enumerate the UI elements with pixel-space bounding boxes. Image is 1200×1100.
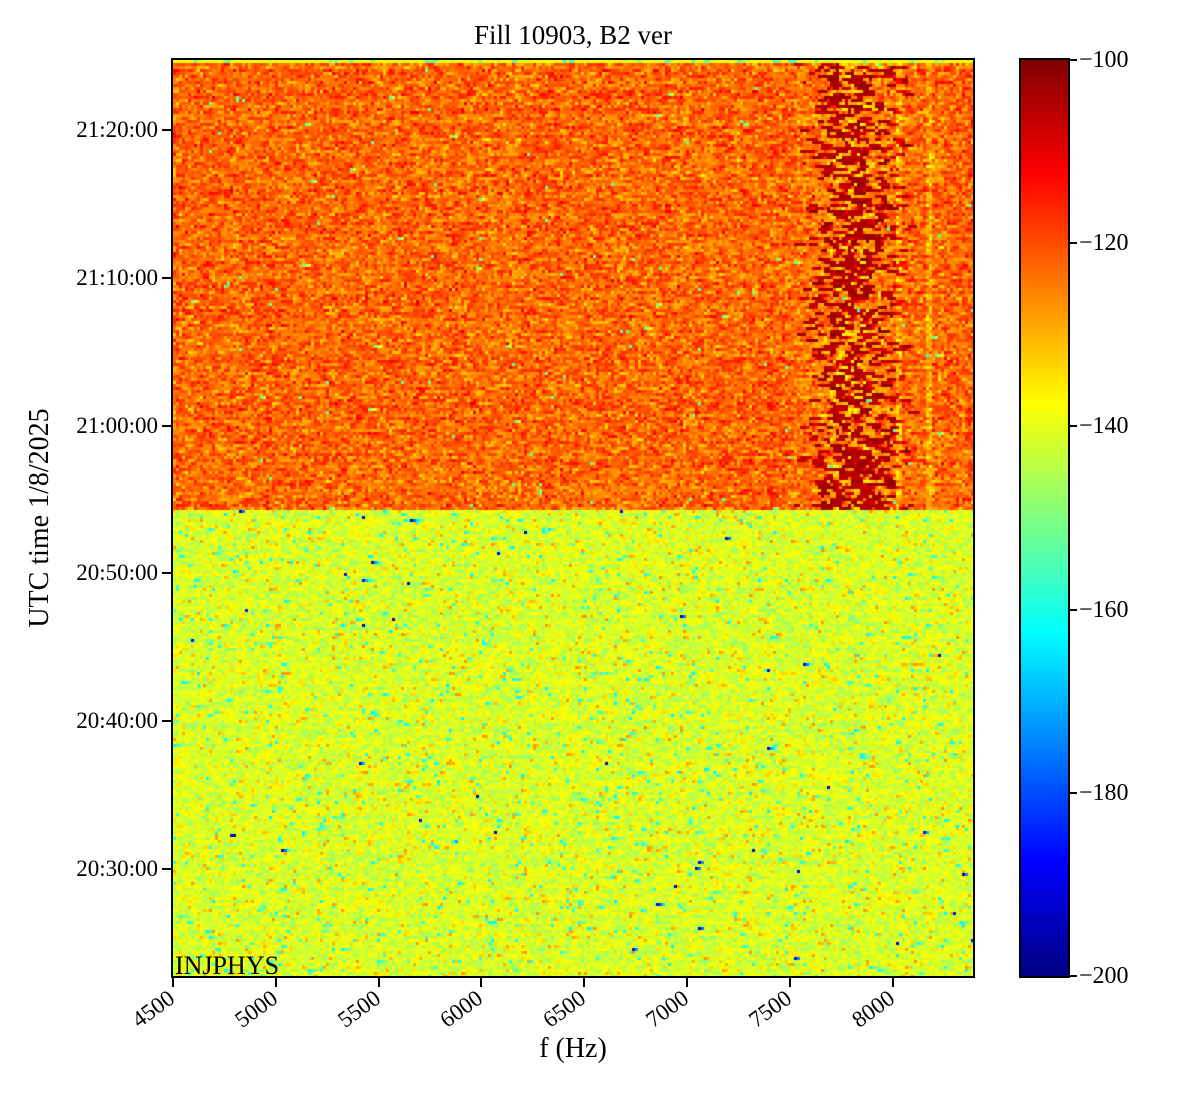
colorbar-gradient — [1021, 60, 1068, 976]
y-tick-label: 20:50:00 — [76, 560, 158, 586]
x-tick-mark — [172, 978, 174, 987]
y-tick-label: 21:10:00 — [76, 264, 158, 290]
colorbar-tick-label: −160 — [1079, 596, 1129, 623]
colorbar-tick-label: −120 — [1079, 230, 1129, 257]
x-tick-mark — [788, 978, 791, 987]
x-axis-label: f (Hz) — [539, 1033, 607, 1064]
plot-area: INJPHYS — [171, 58, 975, 980]
colorbar-tick-label: −140 — [1079, 413, 1129, 440]
y-tick-mark — [162, 867, 171, 870]
y-tick-mark — [162, 572, 171, 575]
colorbar-tick-mark — [1068, 59, 1077, 61]
y-tick-label: 20:40:00 — [76, 708, 158, 734]
colorbar-tick-mark — [1068, 608, 1077, 611]
x-tick-label: 4500 — [127, 985, 180, 1033]
colorbar-tick-mark — [1068, 242, 1077, 245]
y-axis-label: UTC time 1/8/2025 — [24, 408, 55, 628]
x-tick-mark — [891, 978, 894, 987]
colorbar-tick-label: −180 — [1079, 779, 1129, 806]
y-tick-label: 20:30:00 — [76, 855, 158, 881]
y-tick-mark — [162, 424, 171, 427]
y-tick-label: 21:20:00 — [76, 117, 158, 143]
colorbar-tick-mark — [1068, 975, 1077, 977]
colorbar — [1019, 58, 1070, 978]
y-tick-label: 21:00:00 — [76, 412, 158, 438]
colorbar-tick-label: −200 — [1079, 963, 1129, 989]
colorbar-tick-mark — [1068, 791, 1077, 794]
colorbar-tick-mark — [1068, 425, 1077, 428]
x-tick-mark — [583, 978, 586, 987]
y-tick-mark — [162, 276, 171, 279]
y-tick-mark — [162, 720, 171, 723]
x-tick-mark — [686, 978, 689, 987]
colorbar-tick-label: −100 — [1079, 47, 1129, 73]
figure-title: Fill 10903, B2 ver — [473, 20, 672, 50]
injphys-annotation: INJPHYS — [175, 951, 280, 980]
y-tick-mark — [162, 129, 171, 132]
x-tick-mark — [274, 978, 277, 987]
spectrogram-heatmap — [173, 60, 973, 976]
x-tick-mark — [480, 978, 483, 987]
x-tick-mark — [377, 978, 380, 987]
